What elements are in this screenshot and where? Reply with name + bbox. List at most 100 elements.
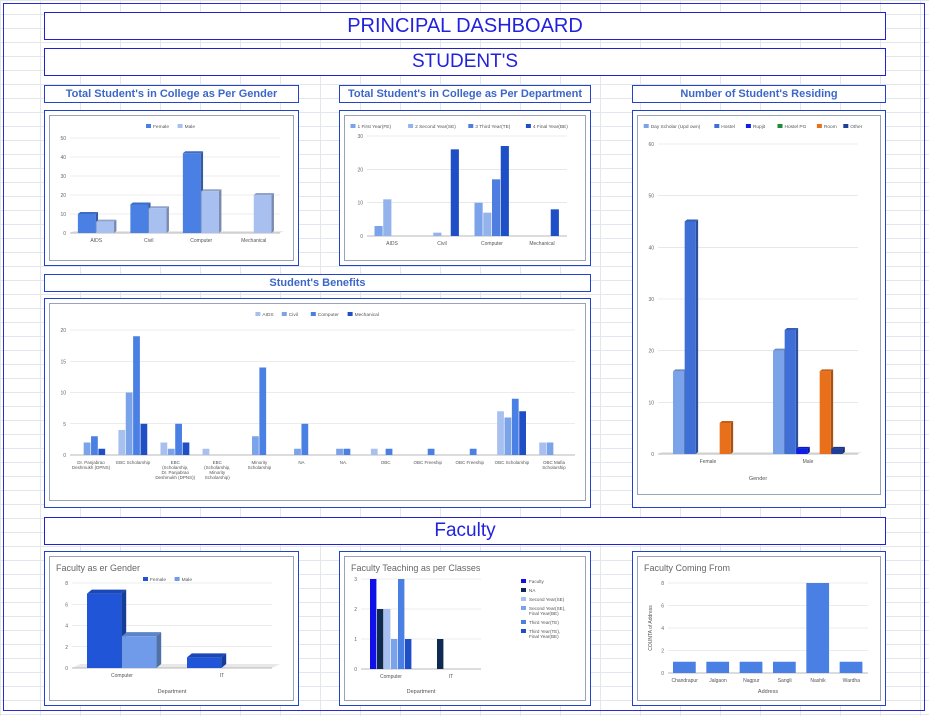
bar <box>706 661 730 673</box>
y-tick-label: 2 <box>354 607 357 613</box>
y-tick-label: 5 <box>63 422 66 428</box>
bar <box>259 367 267 455</box>
bar <box>550 209 559 236</box>
bar-side <box>166 206 169 233</box>
legend-label: Hostel PG <box>785 124 807 130</box>
bar-top <box>77 212 99 214</box>
residing-chart: 0 10 20 30 40 50 60 Female Male Gender Day Scholar… <box>637 115 881 495</box>
y-tick-label: 0 <box>63 453 66 459</box>
bar <box>784 330 796 454</box>
x-tick-label: OBC Mafia Scholarship <box>542 460 566 470</box>
x-tick-label: IT <box>449 674 453 680</box>
legend-label: Room <box>824 124 837 130</box>
legend-label: AIDS <box>262 312 273 318</box>
legend-swatch <box>347 312 353 316</box>
department-chart: 0 10 20 30 AIDS Civil Computer Mechanical 1 Firs… <box>344 115 586 261</box>
bar <box>433 232 442 236</box>
y-tick-label: 40 <box>648 245 654 251</box>
faculty-gender-chart: Faculty as er Gender 0 2 4 6 8 Computer IT Depar… <box>49 556 294 701</box>
x-tick-label: Computer <box>481 241 503 247</box>
bar <box>539 442 546 455</box>
legend-swatch <box>521 588 526 592</box>
y-tick-label: 10 <box>648 400 654 406</box>
bar-top <box>773 348 787 351</box>
bar-side <box>221 653 227 668</box>
department-section-title: Total Student's in College as Per Depart… <box>339 85 591 103</box>
bar-top <box>187 653 227 658</box>
bar <box>684 221 696 454</box>
y-tick-label: 30 <box>357 134 363 140</box>
legend-swatch <box>281 312 287 316</box>
y-tick-label: 0 <box>360 234 363 240</box>
gender-section-title: Total Student's in College as Per Gender <box>44 85 299 103</box>
y-tick-label: 50 <box>60 136 66 142</box>
x-tick-label: AIDS <box>90 238 102 244</box>
x-tick-label: OBC <box>381 460 392 465</box>
legend-swatch <box>143 577 148 581</box>
bar <box>437 639 444 669</box>
bar-top <box>96 219 117 222</box>
bar-side <box>114 219 117 233</box>
bar-side <box>795 328 799 454</box>
benefits-section-title: Student's Benefits <box>44 274 591 292</box>
y-axis-label: COUNTA of Address <box>648 605 654 651</box>
residing-chart-box: 0 10 20 30 40 50 60 Female Male Gender Day Scholar… <box>632 110 886 508</box>
chart-title: Faculty as er Gender <box>56 563 140 573</box>
chart-title: Faculty Teaching as per Classes <box>351 563 481 573</box>
bar <box>673 371 685 454</box>
y-tick-label: 30 <box>60 174 66 180</box>
bar-top <box>122 632 162 637</box>
bar <box>377 609 384 669</box>
y-tick-label: 2 <box>661 649 664 655</box>
residing-section-title: Number of Student's Residing <box>632 85 886 103</box>
bar <box>133 336 140 455</box>
bar <box>98 448 106 455</box>
y-tick-label: 0 <box>63 231 66 237</box>
y-tick-label: 1 <box>354 637 357 643</box>
y-tick-label: 8 <box>65 581 68 587</box>
bar <box>500 146 509 236</box>
chart-title: Faculty Coming From <box>644 563 730 573</box>
bar <box>253 195 272 233</box>
x-tick-label: Nashik <box>810 678 826 684</box>
legend-label: Female <box>153 124 169 130</box>
legend-label: Second Year(SE), Final Year(BE) <box>529 606 566 616</box>
x-tick-label: OBC Freeship <box>456 460 485 465</box>
legend-swatch <box>521 579 526 583</box>
bar-top <box>684 219 699 222</box>
bar-side <box>695 219 699 454</box>
x-tick-label: IT <box>220 673 224 679</box>
gender-chart: 0 10 20 30 40 50 AIDS Civil Computer Mechanical Fe… <box>49 115 294 261</box>
bar <box>469 448 477 455</box>
y-tick-label: 20 <box>357 167 363 173</box>
bar-top <box>253 193 274 195</box>
faculty-banner: Faculty <box>44 517 886 545</box>
y-tick-label: 20 <box>648 349 654 355</box>
bar-top <box>201 189 222 192</box>
bar-side <box>830 369 834 454</box>
y-tick-label: 40 <box>60 155 66 161</box>
x-tick-label: Male <box>803 459 814 465</box>
legend-label: Hostel <box>721 124 735 130</box>
bar <box>167 448 175 455</box>
legend-label: NA <box>529 588 536 593</box>
legend-label: Male <box>185 124 196 130</box>
x-axis-label: Address <box>758 689 778 695</box>
bar <box>497 411 504 455</box>
bar <box>374 226 383 236</box>
bar-top <box>148 206 169 209</box>
bar <box>118 430 126 455</box>
x-tick-label: NA <box>298 460 304 465</box>
bar <box>301 423 309 455</box>
bar <box>83 442 91 455</box>
bar <box>492 179 501 236</box>
bar <box>839 661 863 673</box>
legend-label: 4 Final Year(BE) <box>533 124 568 130</box>
legend-swatch <box>643 124 649 128</box>
bar <box>148 208 167 233</box>
bar <box>519 411 527 455</box>
x-axis-label: Department <box>158 689 187 695</box>
legend-swatch <box>816 124 822 128</box>
legend-label: Second Year(SE) <box>529 597 565 602</box>
bar <box>175 423 182 455</box>
